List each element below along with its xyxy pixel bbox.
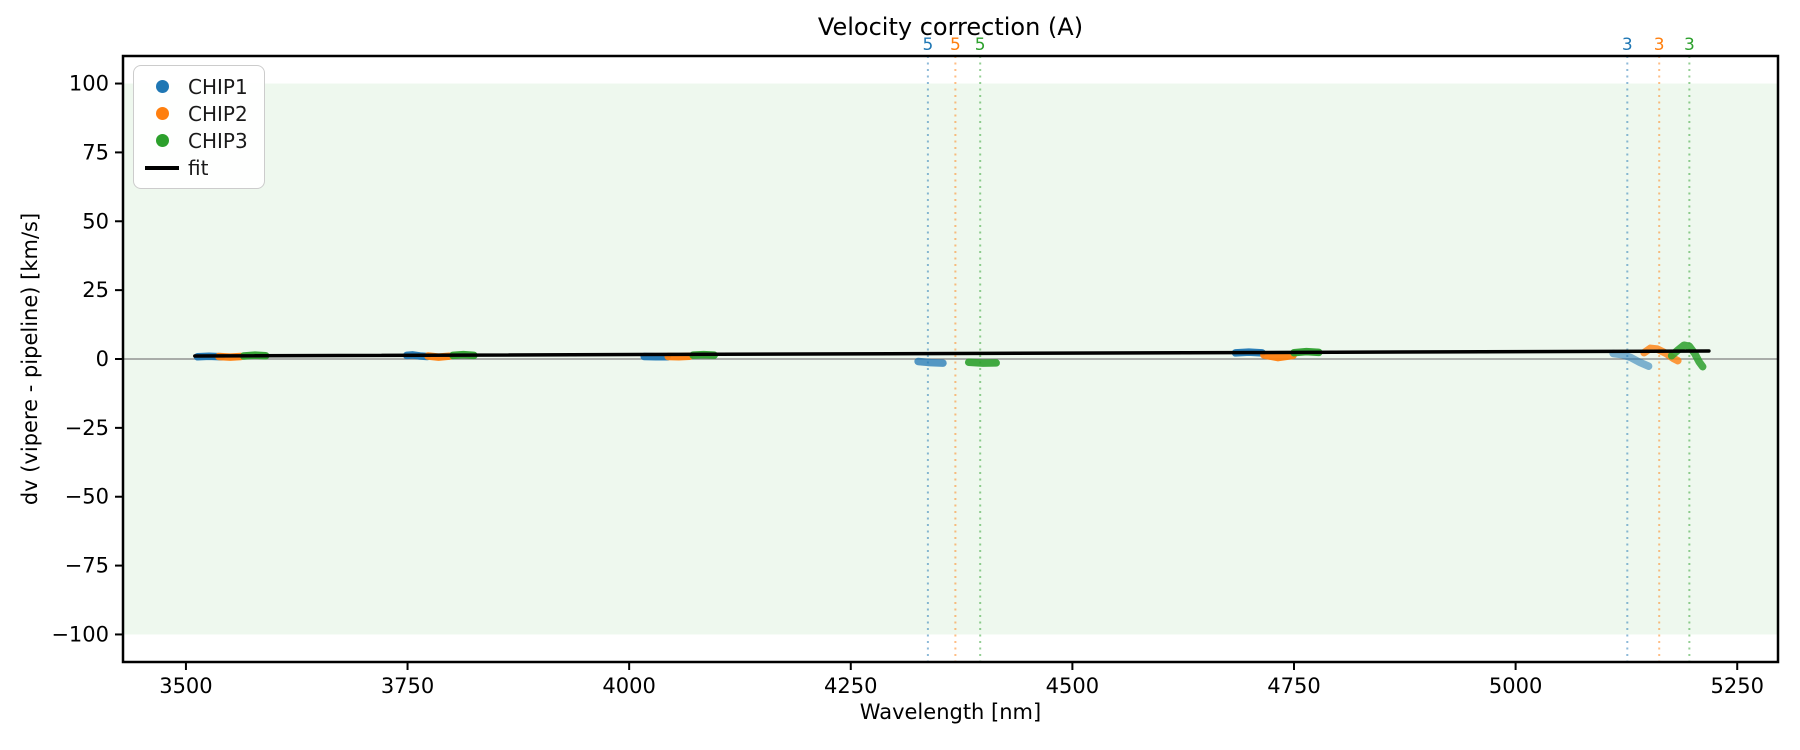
- x-tick-label: 4250: [824, 674, 877, 698]
- legend-label: CHIP1: [188, 74, 248, 99]
- x-axis-label: Wavelength [nm]: [859, 700, 1042, 724]
- legend-swatch: [155, 107, 169, 120]
- x-tick-label: 3750: [381, 674, 434, 698]
- legend-swatch: [155, 80, 169, 93]
- y-tick-label: 75: [82, 140, 109, 164]
- legend-label: CHIP2: [188, 101, 248, 126]
- fit-line: [193, 349, 1711, 358]
- legend-dot-icon: [142, 107, 182, 120]
- series-segment-chip2: [664, 352, 694, 361]
- legend-label: CHIP3: [188, 128, 248, 153]
- x-tick-label: 3500: [159, 674, 212, 698]
- legend-entry-fit: fit: [142, 154, 248, 181]
- y-tick-label: −100: [51, 622, 109, 646]
- y-axis-label: dv (vipere - pipeline) [km/s]: [18, 212, 42, 506]
- order-count-label: 5: [950, 35, 961, 55]
- legend-swatch: [155, 134, 169, 147]
- legend-entry-chip3: CHIP3: [142, 127, 248, 154]
- series-segment-chip3: [964, 358, 1000, 367]
- x-tick-label: 4000: [602, 674, 655, 698]
- series-segment-chip1: [914, 357, 947, 367]
- x-tick-label: 4750: [1267, 674, 1320, 698]
- legend-line-icon: [142, 165, 182, 170]
- y-tick-label: 25: [82, 278, 109, 302]
- y-tick-label: 50: [82, 209, 109, 233]
- legend-dot-icon: [142, 134, 182, 147]
- legend-dot-icon: [142, 80, 182, 93]
- chart-title: Velocity correction (A): [817, 13, 1084, 41]
- y-tick-label: −75: [65, 554, 109, 578]
- legend-swatch: [145, 165, 179, 170]
- x-tick-label: 4500: [1046, 674, 1099, 698]
- legend: CHIP1 CHIP2 CHIP3 fit: [133, 65, 265, 189]
- order-count-label: 5: [922, 35, 933, 55]
- y-tick-label: −50: [65, 485, 109, 509]
- order-count-label: 5: [975, 35, 986, 55]
- y-tick-label: −25: [65, 416, 109, 440]
- legend-entry-chip2: CHIP2: [142, 100, 248, 127]
- order-count-label: 3: [1622, 35, 1633, 55]
- y-tick-label: 0: [96, 347, 109, 371]
- order-count-label: 3: [1654, 35, 1665, 55]
- x-tick-label: 5000: [1489, 674, 1542, 698]
- legend-label: fit: [188, 155, 209, 180]
- x-tick-label: 5250: [1710, 674, 1763, 698]
- series-segment-chip1: [1609, 349, 1653, 370]
- y-tick-label: 100: [69, 72, 109, 96]
- legend-entry-chip1: CHIP1: [142, 73, 248, 100]
- order-count-label: 3: [1684, 35, 1695, 55]
- series-segment-chip2: [1260, 351, 1297, 362]
